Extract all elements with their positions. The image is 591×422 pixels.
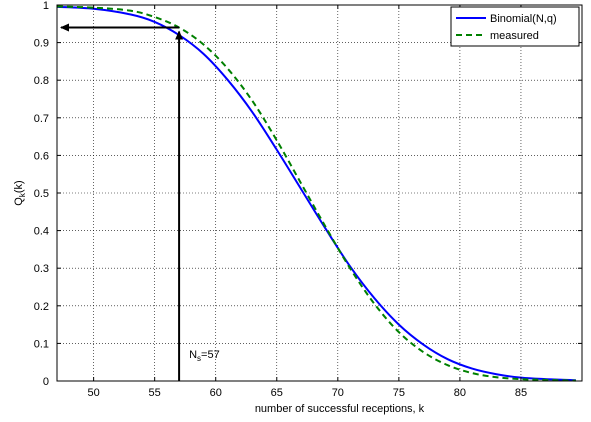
y-tick-label: 0.8 [34,75,49,87]
y-axis-label-sub: k [18,192,27,197]
ns-arrows [60,23,184,381]
legend-label-measured: measured [490,30,539,42]
ns-annotation-sub: s [197,354,201,363]
y-axis-label: Qk(k) [13,180,27,205]
y-tick-label: 0 [43,376,49,388]
ns-annotation-main: N [189,349,197,361]
y-tick-label: 0.2 [34,301,49,313]
series-line-measured [56,5,576,382]
x-tick-label: 75 [393,387,405,399]
series-line-binomial [56,5,576,382]
x-tick-label: 80 [454,387,466,399]
series-layer [56,5,576,382]
x-tick-label: 50 [88,387,100,399]
y-tick-label: 0.5 [34,188,49,200]
y-tick-label: 0.1 [34,338,49,350]
y-tick-label: 0.9 [34,38,49,50]
y-tick-label: 0.6 [34,150,49,162]
x-tick-label: 70 [332,387,344,399]
y-tick-label: 0.4 [34,226,49,238]
y-tick-label: 0.3 [34,263,49,275]
legend-box [450,6,580,47]
x-tick-label: 85 [515,387,527,399]
y-axis-label-main: Q [13,197,25,206]
y-tick-label: 0.7 [34,113,49,125]
x-tick-label: 55 [149,387,161,399]
legend: Binomial(N,q) measured [450,6,580,47]
x-tick-label: 60 [210,387,222,399]
grid [57,4,582,382]
y-tick-label: 1 [43,0,49,12]
ns-annotation: Ns=57 [189,349,220,363]
x-axis-label: number of successful receptions, k [255,403,425,415]
y-axis-label-arg: (k) [13,180,25,193]
legend-label-binomial: Binomial(N,q) [490,13,557,25]
ns-annotation-value: =57 [201,349,220,361]
x-tick-label: 65 [271,387,283,399]
ticks: 50 55 60 65 70 75 80 85 0 0.1 0.2 0.3 0.4 0.5 0.6 0.7 0.… [34,0,582,399]
